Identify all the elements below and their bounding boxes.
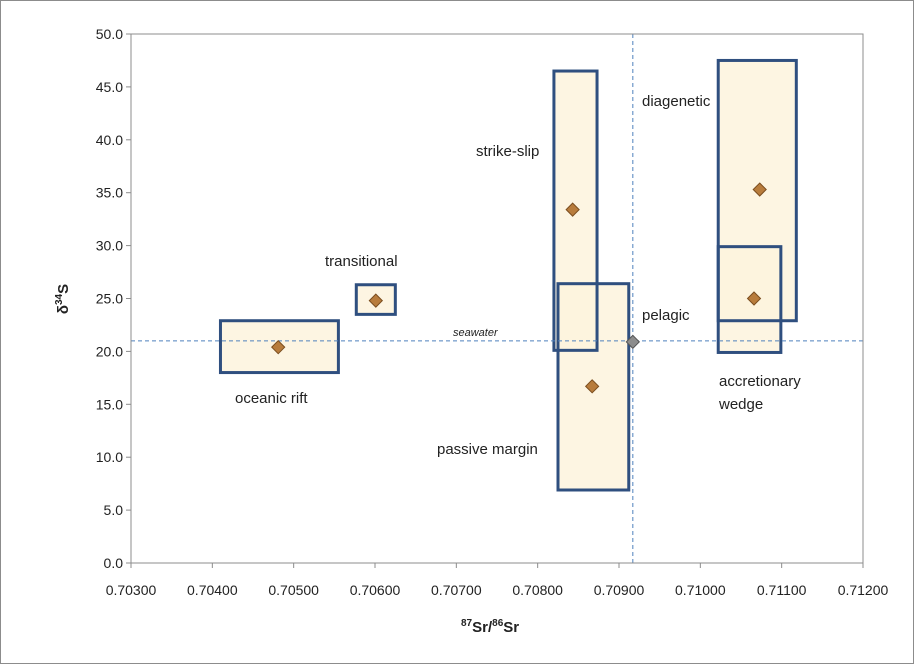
data-point-diagenetic	[752, 182, 767, 197]
label-diagenetic: diagenetic	[642, 93, 711, 110]
data-point-passive-margin	[584, 379, 600, 394]
y-tick-label: 0.0	[104, 555, 124, 571]
y-tick-label: 50.0	[96, 26, 123, 42]
data-markers	[271, 182, 767, 394]
y-tick-label: 5.0	[104, 502, 124, 518]
x-tick-label: 0.70400	[187, 582, 238, 598]
data-point-pelagic	[625, 334, 641, 350]
x-tick-label: 0.70900	[594, 582, 645, 598]
x-tick-label: 0.70600	[350, 582, 401, 598]
x-axis-title-base1: Sr/	[472, 619, 493, 636]
x-axis-title-sup1: 87	[461, 618, 473, 629]
x-axis-title-base2: Sr	[503, 619, 519, 636]
y-axis-title-sup: 34	[54, 293, 65, 305]
y-tick-label: 10.0	[96, 449, 123, 465]
range-box-accretionary-wedge	[716, 245, 783, 354]
range-boxes	[218, 58, 798, 492]
y-tick-label: 40.0	[96, 132, 123, 148]
x-tick-label: 0.70300	[106, 582, 157, 598]
x-tick-label: 0.70700	[431, 582, 482, 598]
data-point-strike-slip	[565, 202, 580, 217]
range-box-strike-slip	[552, 69, 599, 352]
x-axis-title-sup2: 86	[492, 618, 504, 629]
label-strike-slip: strike-slip	[476, 143, 539, 160]
y-axis-title-base: δ	[55, 305, 72, 314]
y-tick-label: 45.0	[96, 79, 123, 95]
x-tick-label: 0.71000	[675, 582, 726, 598]
y-tick-label: 25.0	[96, 291, 123, 307]
data-point-oceanic-rift	[271, 339, 286, 355]
label-pelagic: pelagic	[642, 307, 690, 324]
range-box-diagenetic	[716, 58, 798, 323]
y-axis-title-tail: S	[55, 284, 72, 294]
reference-lines	[131, 34, 863, 563]
x-tick-label: 0.70500	[268, 582, 319, 598]
x-tick-label: 0.71100	[757, 582, 807, 598]
x-axis-title: 87Sr/86Sr	[461, 618, 519, 636]
range-box-oceanic-rift	[218, 319, 340, 375]
range-box-passive-margin	[556, 282, 631, 492]
x-tick-label: 0.70800	[512, 582, 563, 598]
label-accretionary: accretionary	[719, 373, 801, 390]
data-point-transitional	[368, 293, 384, 308]
x-tick-label: 0.71200	[838, 582, 889, 598]
y-tick-label: 20.0	[96, 343, 123, 359]
label-wedge: wedge	[718, 396, 763, 413]
data-point-accretionary-wedge	[746, 291, 762, 306]
axes	[126, 33, 864, 568]
y-axis-title: δ34S	[54, 284, 72, 314]
label-oceanic-rift: oceanic rift	[235, 390, 308, 407]
label-passive-margin: passive margin	[437, 441, 538, 458]
tick-labels: 0.70300 0.70400 0.70500 0.70600 0.70700 0.708…	[96, 26, 889, 598]
range-box-transitional	[354, 283, 397, 316]
y-tick-label: 30.0	[96, 238, 123, 254]
label-seawater: seawater	[453, 327, 499, 339]
label-transitional: transitional	[325, 253, 398, 270]
y-tick-label: 15.0	[96, 396, 123, 412]
y-tick-label: 35.0	[96, 185, 123, 201]
